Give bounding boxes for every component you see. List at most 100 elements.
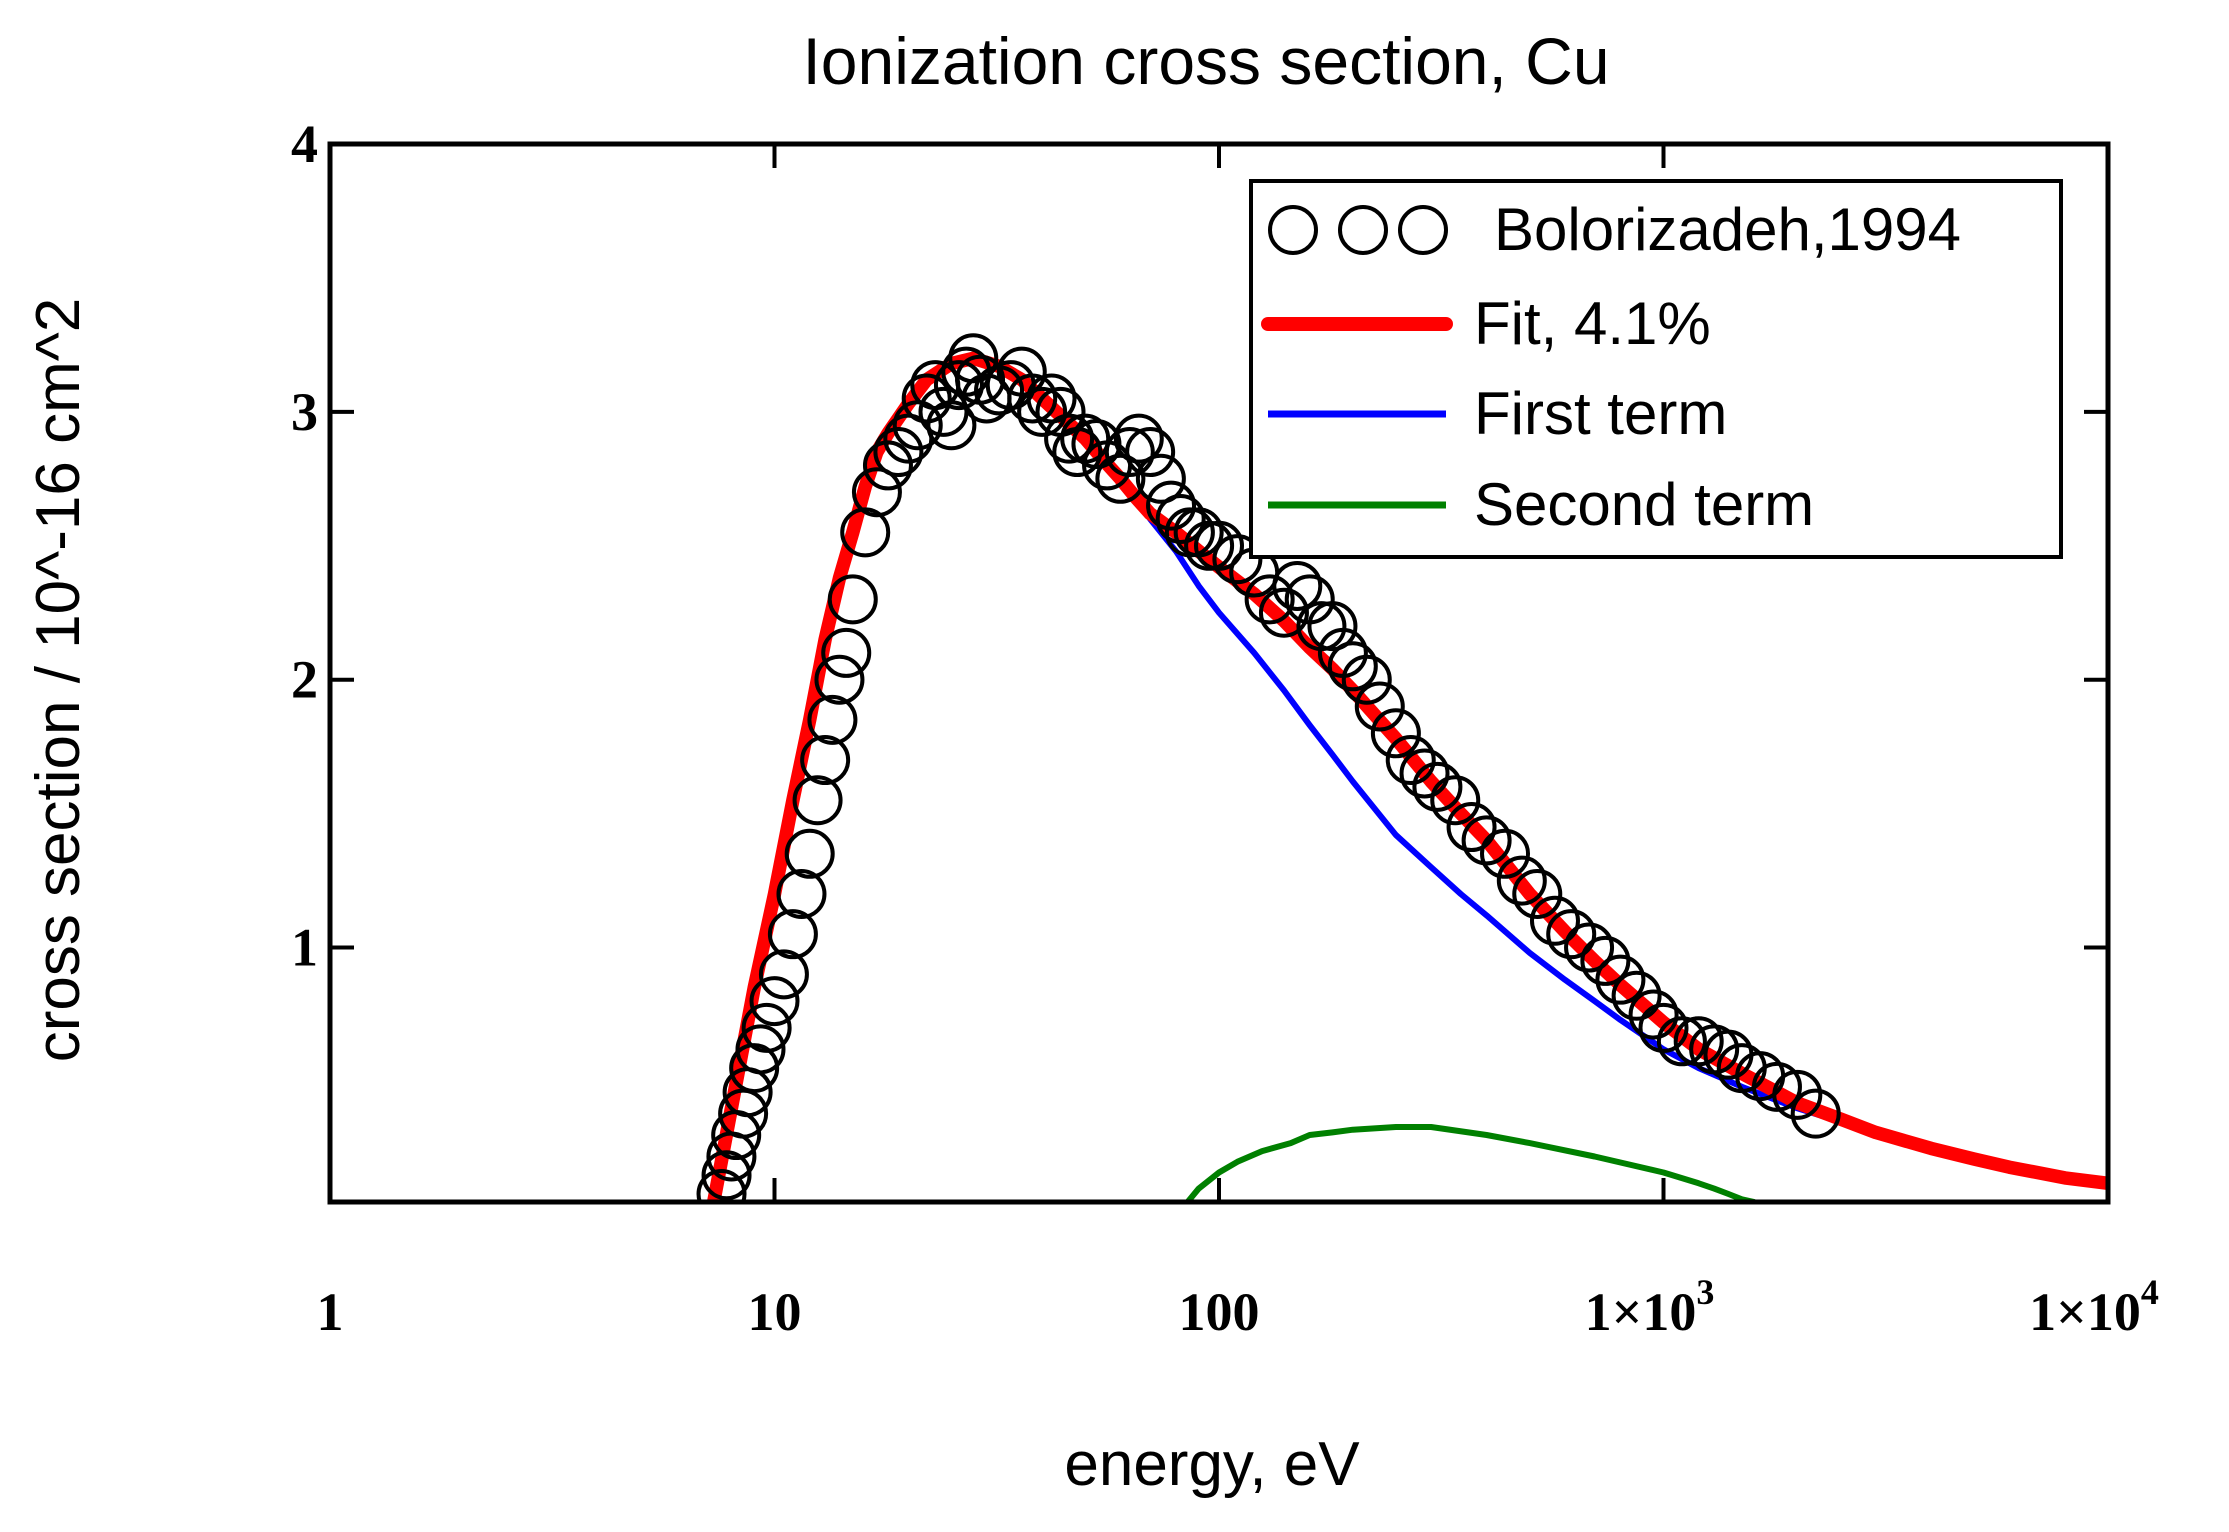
data-point bbox=[851, 467, 902, 518]
data-point bbox=[1611, 970, 1662, 1021]
data-point bbox=[1399, 748, 1450, 799]
data-point bbox=[807, 694, 858, 745]
data-point bbox=[996, 346, 1047, 397]
legend: Bolorizadeh,1994 Fit, 4.1% First term Se… bbox=[1249, 179, 2063, 559]
data-point bbox=[1017, 386, 1068, 437]
data-point bbox=[800, 735, 851, 786]
legend-label-first-term: First term bbox=[1474, 380, 1727, 447]
x-axis-label: energy, eV bbox=[1064, 1430, 1360, 1499]
data-point bbox=[1580, 935, 1631, 986]
axis-ticks bbox=[328, 144, 2110, 1202]
data-point bbox=[827, 574, 878, 625]
data-point bbox=[1595, 954, 1646, 1005]
data-point bbox=[767, 909, 818, 960]
data-point bbox=[1327, 641, 1378, 692]
data-point bbox=[840, 507, 891, 558]
data-point bbox=[1512, 868, 1563, 919]
data-point bbox=[1212, 534, 1263, 585]
data-point bbox=[1044, 413, 1095, 464]
data-point bbox=[873, 427, 924, 478]
data-point bbox=[1135, 453, 1186, 504]
x-tick-exponent-3: 3 bbox=[1696, 1272, 1714, 1312]
chart-title: Ionization cross section, Cu bbox=[802, 24, 1609, 98]
data-point bbox=[1258, 587, 1309, 638]
y-axis-label: cross section / 10^-16 cm^2 bbox=[24, 298, 93, 1063]
data-point bbox=[1751, 1061, 1802, 1112]
data-point bbox=[1146, 480, 1197, 531]
data-point bbox=[1546, 909, 1597, 960]
data-point bbox=[741, 1002, 792, 1053]
data-point bbox=[792, 775, 843, 826]
legend-label-fit: Fit, 4.1% bbox=[1474, 290, 1711, 357]
data-point bbox=[1194, 520, 1244, 571]
data-point bbox=[1529, 895, 1580, 946]
data-point bbox=[749, 976, 800, 1027]
plot-frame bbox=[327, 141, 2111, 1205]
data-point bbox=[1307, 601, 1358, 652]
y-tick-label-0: 1 bbox=[291, 918, 318, 978]
legend-marker-circle-2 bbox=[1338, 205, 1388, 255]
legend-marker-circle-1 bbox=[1268, 205, 1318, 255]
data-point bbox=[1412, 761, 1463, 812]
data-point bbox=[1125, 427, 1176, 478]
data-point bbox=[1095, 453, 1146, 504]
x-tick-label-2: 100 bbox=[1179, 1282, 1260, 1342]
data-point bbox=[1272, 560, 1323, 611]
legend-label-second-term: Second term bbox=[1474, 471, 1814, 538]
data-point bbox=[1656, 1016, 1707, 1067]
legend-entry-first-term: First term bbox=[1268, 380, 1727, 447]
data-point bbox=[933, 360, 984, 411]
data-point bbox=[926, 400, 977, 451]
x-tick-label-1: 10 bbox=[748, 1282, 802, 1342]
data-point bbox=[1446, 802, 1497, 853]
data-point bbox=[1370, 708, 1421, 759]
x-tick-labels: 1 10 100 1×103 1×104 bbox=[317, 1272, 2159, 1342]
data-point bbox=[696, 1168, 747, 1202]
series-markers bbox=[696, 333, 1841, 1202]
data-point bbox=[1007, 373, 1058, 424]
legend-entry-second-term: Second term bbox=[1268, 471, 1814, 538]
y-tick-label-2: 3 bbox=[291, 382, 318, 442]
data-point bbox=[1184, 520, 1235, 571]
data-point bbox=[776, 868, 827, 919]
series-layer bbox=[696, 333, 2108, 1202]
data-point bbox=[1244, 574, 1295, 625]
data-point bbox=[1564, 922, 1615, 973]
legend-label-markers: Bolorizadeh,1994 bbox=[1494, 196, 1961, 263]
data-point bbox=[718, 1088, 769, 1139]
y-tick-labels: 1 2 3 4 bbox=[291, 114, 318, 978]
data-point bbox=[814, 654, 865, 705]
data-point bbox=[1104, 427, 1155, 478]
x-tick-label-3: 1×103 bbox=[1585, 1272, 1715, 1342]
y-tick-label-3: 4 bbox=[291, 114, 318, 174]
data-point bbox=[1354, 681, 1405, 732]
x-tick-mantissa-4: 1×10 bbox=[2029, 1282, 2141, 1342]
data-point bbox=[1155, 493, 1206, 544]
data-point bbox=[1628, 989, 1679, 1040]
x-tick-mantissa-3: 1×10 bbox=[1585, 1282, 1697, 1342]
legend-marker-circle-3 bbox=[1398, 205, 1448, 255]
legend-box bbox=[1249, 179, 2063, 559]
y-tick-label-1: 2 bbox=[291, 650, 318, 710]
data-point bbox=[1480, 828, 1531, 879]
legend-entry-markers: Bolorizadeh,1994 bbox=[1268, 196, 1961, 263]
data-point bbox=[1496, 855, 1547, 906]
x-tick-label-0: 1 bbox=[317, 1282, 344, 1342]
data-point bbox=[1772, 1069, 1823, 1120]
x-tick-label-4: 1×104 bbox=[2029, 1272, 2159, 1342]
data-point bbox=[1790, 1088, 1841, 1139]
legend-entry-fit: Fit, 4.1% bbox=[1261, 290, 1711, 357]
data-point bbox=[735, 1024, 786, 1075]
series-line-second-term bbox=[1184, 1124, 1758, 1202]
data-point bbox=[1341, 654, 1392, 705]
data-point bbox=[1638, 1002, 1689, 1053]
data-point bbox=[758, 949, 809, 1000]
data-point bbox=[784, 828, 835, 879]
data-point bbox=[821, 627, 872, 678]
data-point bbox=[1113, 413, 1164, 464]
data-point bbox=[1385, 735, 1436, 786]
x-tick-exponent-4: 4 bbox=[2141, 1272, 2159, 1312]
data-point bbox=[1461, 815, 1512, 866]
data-point bbox=[701, 1150, 752, 1201]
